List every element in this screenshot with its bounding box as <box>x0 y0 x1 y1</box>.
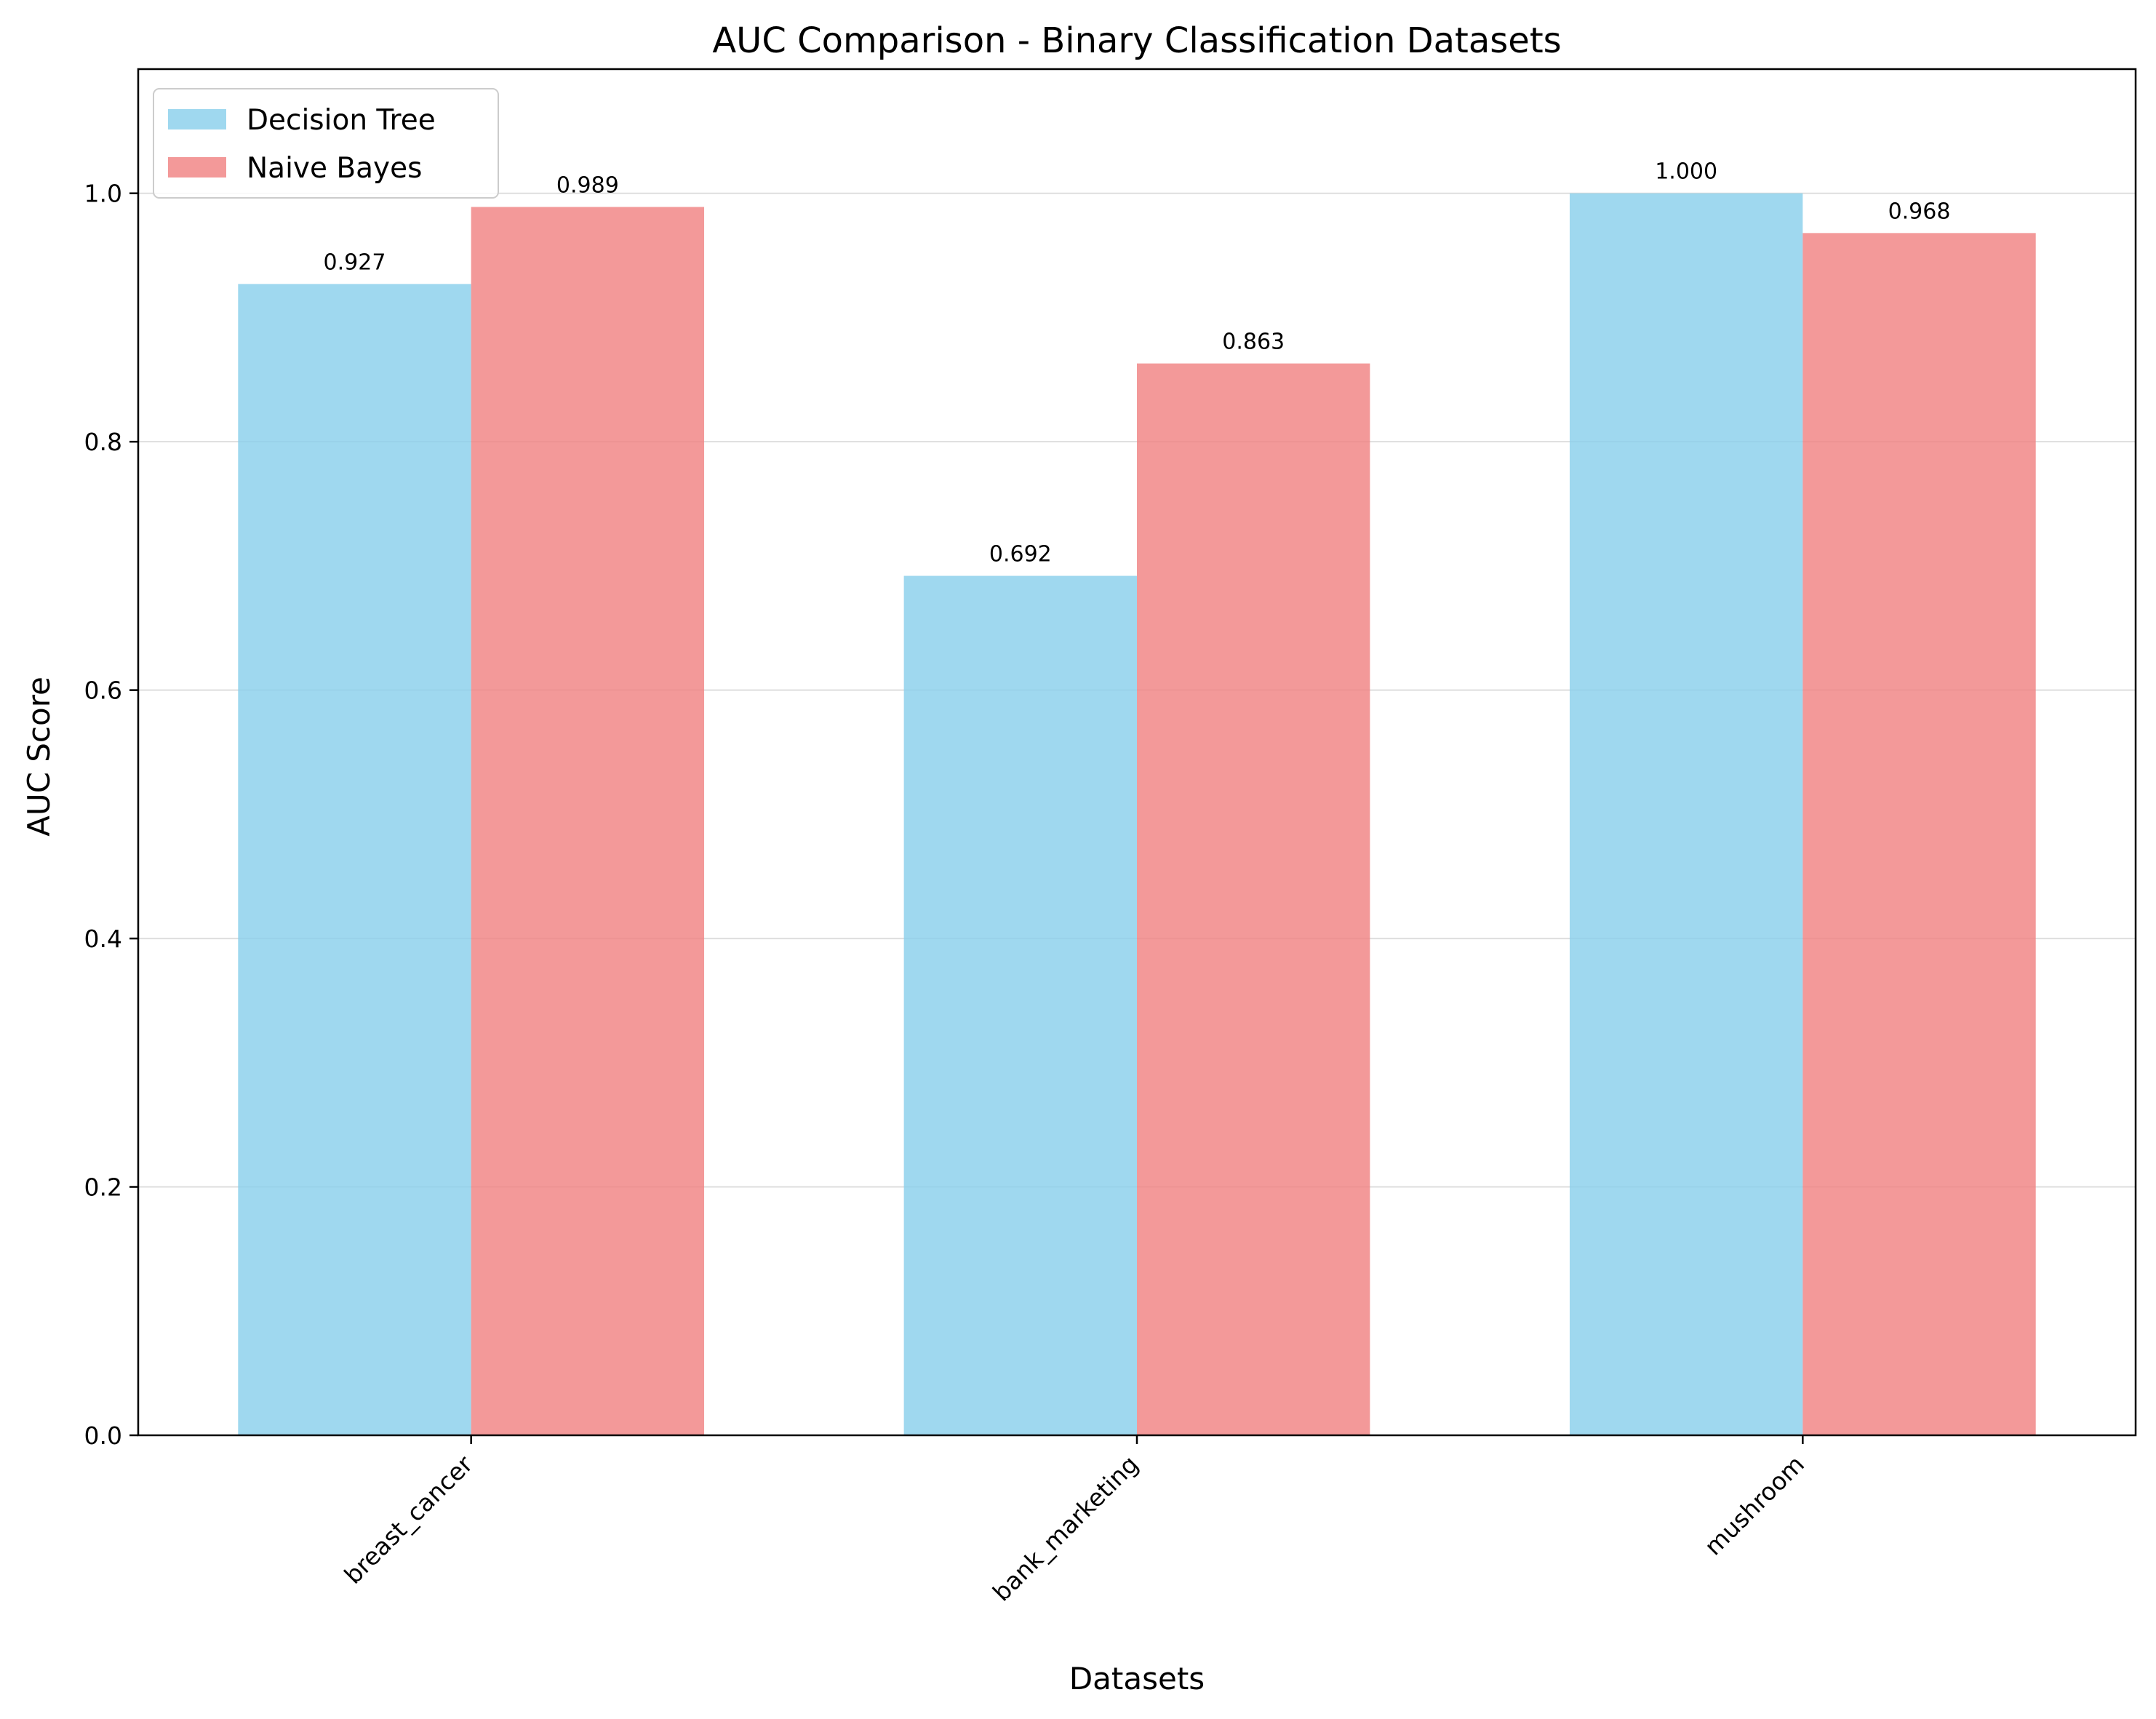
bar-value-label: 0.968 <box>1888 199 1951 224</box>
y-tick-label: 0.4 <box>84 925 122 953</box>
legend-swatch <box>168 157 226 178</box>
legend-swatch <box>168 109 226 129</box>
legend-label: Naive Bayes <box>247 152 422 185</box>
legend-box <box>153 88 499 199</box>
bar-bank_marketing-decision-tree <box>903 575 1137 1435</box>
bar-value-label: 0.989 <box>556 173 619 199</box>
y-axis: 0.0 0.2 0.4 0.6 0.8 1.0 <box>84 180 138 1450</box>
bar-value-label: 0.692 <box>989 542 1052 567</box>
y-tick-label: 0.8 <box>84 428 122 456</box>
bar-breast_cancer-naive-bayes <box>471 207 705 1435</box>
legend: Decision Tree Naive Bayes <box>153 88 499 199</box>
legend-label: Decision Tree <box>247 104 436 137</box>
bar-value-label: 0.927 <box>324 250 386 275</box>
bar-mushroom-decision-tree <box>1569 193 1803 1435</box>
bar-value-label: 0.863 <box>1222 330 1285 355</box>
y-tick-label: 1.0 <box>84 180 122 208</box>
y-axis-title: AUC Score <box>21 677 57 837</box>
y-tick-label: 0.2 <box>84 1173 122 1202</box>
bars <box>238 193 2036 1436</box>
y-tick-label: 0.6 <box>84 677 122 705</box>
x-axis-title: Datasets <box>1069 1661 1205 1696</box>
y-tick-label: 0.0 <box>84 1421 122 1450</box>
bar-bank_marketing-naive-bayes <box>1137 363 1370 1435</box>
bar-value-label: 1.000 <box>1655 159 1717 185</box>
chart-title: AUC Comparison - Binary Classification D… <box>712 20 1561 61</box>
bar-breast_cancer-decision-tree <box>238 284 471 1436</box>
bar-mushroom-naive-bayes <box>1802 233 2036 1435</box>
bar-value-labels: 0.927 0.692 1.000 0.989 0.863 0.968 <box>324 159 1951 567</box>
